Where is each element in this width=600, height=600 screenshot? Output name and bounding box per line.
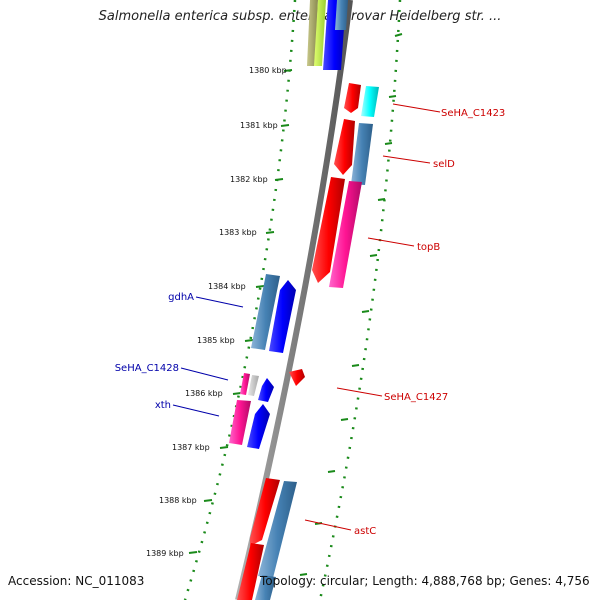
gene-cyan xyxy=(361,86,379,117)
label-SeHA_C1423: SeHA_C1423 xyxy=(441,108,505,119)
gene-selD xyxy=(334,119,355,175)
genome-backbone xyxy=(235,0,353,600)
gene-gdhA-steel xyxy=(251,274,280,350)
kbp-label-1380: 1380 kbp xyxy=(249,66,287,75)
gene-steel-astC xyxy=(258,481,297,578)
leader-astC xyxy=(304,519,352,531)
label-SeHA_C1427: SeHA_C1427 xyxy=(384,392,448,403)
outer-tick-ring xyxy=(318,0,402,600)
kbp-label-1387: 1387 kbp xyxy=(172,443,210,452)
outer-ring-ticks xyxy=(299,33,403,576)
kbp-label-1386: 1386 kbp xyxy=(185,389,223,398)
gene-topB xyxy=(312,177,345,283)
gene-steel-selD xyxy=(351,123,373,185)
gene-red-bottom xyxy=(237,543,264,600)
label-xth: xth xyxy=(155,400,171,411)
gene-xth-pink xyxy=(229,400,251,445)
kbp-label-1381: 1381 kbp xyxy=(240,121,278,130)
gene-SeHA_C1428 xyxy=(240,373,250,395)
kbp-label-1384: 1384 kbp xyxy=(208,282,246,291)
top-partial-genes xyxy=(307,0,348,70)
leader-xth xyxy=(172,404,220,417)
label-selD: selD xyxy=(433,159,455,170)
gene-blue-small xyxy=(258,378,274,402)
kbp-tick-labels: 1380 kbp 1381 kbp 1382 kbp 1383 kbp 1384… xyxy=(146,66,287,558)
forward-strand-genes xyxy=(237,83,379,600)
kbp-label-1383: 1383 kbp xyxy=(219,228,257,237)
leader-SeHA_C1423 xyxy=(392,103,441,113)
kbp-tick-marks xyxy=(188,69,293,554)
gene-astC xyxy=(250,478,280,546)
reverse-strand-genes xyxy=(229,274,296,449)
gene-SeHA_C1423 xyxy=(344,83,361,113)
label-topB: topB xyxy=(417,242,440,253)
label-astC: astC xyxy=(354,526,376,537)
genome-summary-label: Topology: circular; Length: 4,888,768 bp… xyxy=(260,574,590,588)
leader-gdhA xyxy=(195,296,244,308)
label-SeHA_C1428: SeHA_C1428 xyxy=(115,363,179,374)
gene-gdhA xyxy=(269,280,296,353)
gene-labels: SeHA_C1423 selD topB SeHA_C1427 astC gdh… xyxy=(115,108,506,537)
leader-SeHA_C1427 xyxy=(336,387,383,397)
leader-SeHA_C1428 xyxy=(180,367,229,381)
label-leaders xyxy=(172,103,441,531)
gene-pink-topB xyxy=(329,181,362,288)
kbp-label-1389: 1389 kbp xyxy=(146,549,184,558)
leader-selD xyxy=(382,155,431,164)
label-gdhA: gdhA xyxy=(168,292,194,303)
gene-steel-top xyxy=(335,0,348,30)
gene-SeHA_C1427 xyxy=(289,369,305,386)
kbp-label-1388: 1388 kbp xyxy=(159,496,197,505)
gene-grey-small xyxy=(248,375,259,396)
map-title: Salmonella enterica subsp. enterica sero… xyxy=(98,9,502,24)
gene-steel-bottom xyxy=(255,575,276,600)
kbp-label-1382: 1382 kbp xyxy=(230,175,268,184)
accession-label: Accession: NC_011083 xyxy=(8,574,145,588)
kbp-label-1385: 1385 kbp xyxy=(197,336,235,345)
leader-topB xyxy=(367,237,415,247)
gene-lime xyxy=(314,0,326,66)
gene-xth xyxy=(247,404,270,449)
